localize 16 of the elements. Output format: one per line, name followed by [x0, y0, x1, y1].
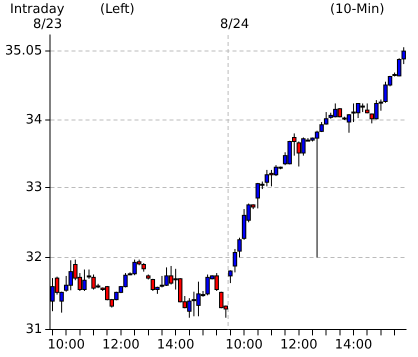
text: (Left) — [100, 2, 135, 17]
y-tick-label: 34 — [26, 112, 42, 128]
chart-title: Intraday — [10, 2, 64, 17]
y-tick-label: 35.05 — [5, 43, 42, 58]
x-tick-label: 10:00 — [225, 338, 263, 353]
y-tick-label: 31 — [26, 322, 42, 337]
y-tick-label: 32 — [26, 250, 42, 265]
x-tick-label: 10:00 — [47, 338, 85, 353]
text: 8/24 — [220, 17, 250, 32]
text: 8/23 — [33, 17, 62, 32]
x-tick-label: 12:00 — [102, 338, 140, 353]
y-tick-label: 33 — [26, 180, 42, 196]
x-tick-label: 14:00 — [334, 338, 372, 353]
x-tick-label: 14:00 — [156, 338, 194, 353]
x-tick-label: 12:00 — [280, 338, 318, 353]
text: (10-Min) — [330, 2, 384, 17]
